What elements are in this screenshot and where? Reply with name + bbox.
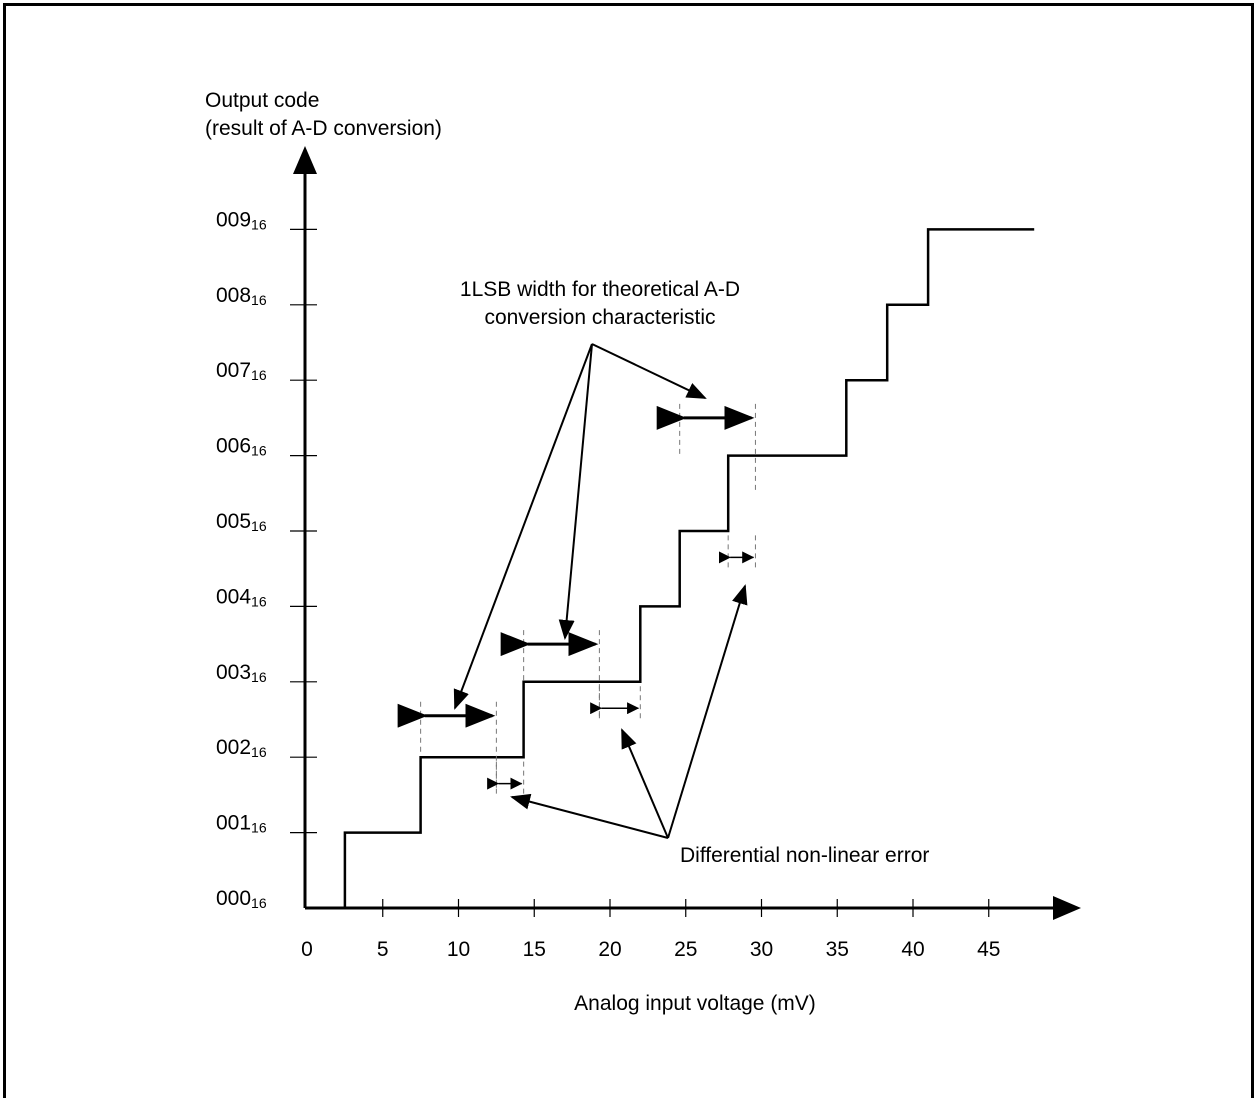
dnl-callout-arrow-2 — [621, 728, 669, 839]
x-tick-label: 30 — [750, 938, 773, 961]
y-tick-label: 00516 — [216, 510, 267, 534]
x-tick-label: 25 — [674, 938, 697, 961]
y-tick-label: 00116 — [216, 812, 267, 836]
lsb-callout-arrow-2 — [558, 343, 593, 640]
y-axis-arrowhead — [293, 146, 317, 174]
lsb-callout-arrow-3 — [591, 343, 707, 399]
y-tick-label: 00416 — [216, 585, 267, 609]
y-axis-title-line2: (result of A-D conversion) — [205, 117, 442, 140]
y-tick-label: 00016 — [216, 887, 267, 911]
y-axis-title-line1: Output code — [205, 89, 319, 112]
x-tick-label: 0 — [301, 938, 313, 961]
x-axis-arrowhead — [1053, 896, 1081, 920]
dnl-annotation: Differential non-linear error — [680, 844, 929, 867]
y-tick-label: 00216 — [216, 736, 267, 760]
y-tick-label: 00616 — [216, 435, 267, 459]
lsb-callout-arrow-1 — [453, 343, 593, 710]
x-tick-label: 10 — [447, 938, 470, 961]
x-tick-label: 20 — [598, 938, 621, 961]
x-tick-label: 45 — [977, 938, 1000, 961]
figure-frame — [3, 3, 1254, 1098]
lsb-annotation-line1: 1LSB width for theoretical A-D — [460, 278, 740, 301]
conversion-step-line — [343, 228, 1035, 908]
x-tick-label: 5 — [377, 938, 389, 961]
x-axis-title: Analog input voltage (mV) — [574, 992, 816, 1015]
x-tick-label: 35 — [826, 938, 849, 961]
x-tick-label: 15 — [523, 938, 546, 961]
lsb-annotation-line2: conversion characteristic — [484, 306, 715, 329]
y-tick-label: 00816 — [216, 284, 267, 308]
y-tick-label: 00716 — [216, 359, 267, 383]
y-tick-label: 00916 — [216, 208, 267, 232]
dnl-callout-arrow-1 — [510, 793, 669, 839]
y-tick-label: 00316 — [216, 661, 267, 685]
x-tick-label: 40 — [901, 938, 924, 961]
dnl-callout-arrow-3 — [667, 584, 748, 839]
